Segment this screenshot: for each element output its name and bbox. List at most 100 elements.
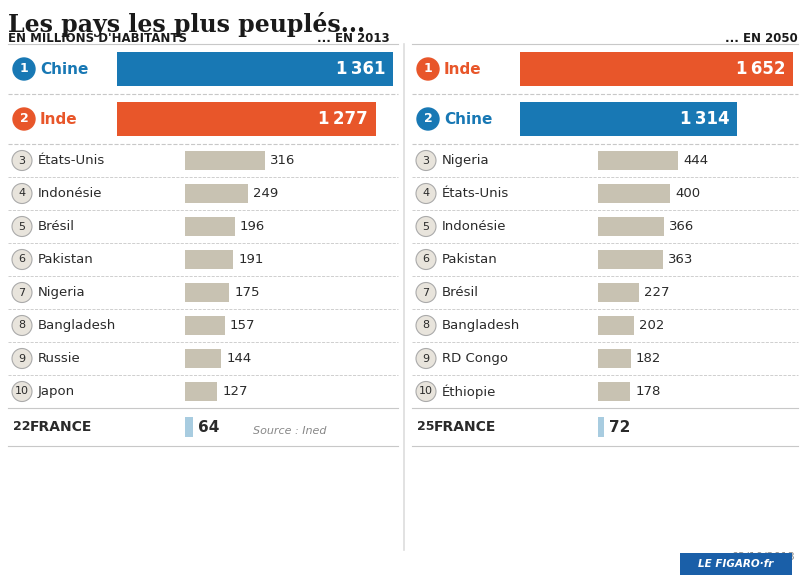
Bar	[118, 102, 376, 136]
Circle shape	[416, 249, 436, 270]
Text: 6: 6	[19, 255, 26, 264]
Text: Chine: Chine	[444, 111, 493, 126]
Text: 72: 72	[609, 419, 631, 434]
Text: RD Congo: RD Congo	[442, 352, 508, 365]
Text: 3: 3	[423, 155, 430, 165]
Bar	[598, 382, 630, 401]
Text: 191: 191	[238, 253, 264, 266]
Text: 64: 64	[198, 419, 220, 434]
Text: FRANCE: FRANCE	[434, 420, 497, 434]
Text: 444: 444	[683, 154, 708, 167]
Text: Brésil: Brésil	[442, 286, 479, 299]
Text: 4: 4	[19, 188, 26, 198]
Text: Indonésie: Indonésie	[38, 187, 102, 200]
Text: 7: 7	[19, 288, 26, 298]
Bar	[598, 416, 605, 437]
Bar	[520, 52, 793, 86]
Text: LE FIGARO·fr: LE FIGARO·fr	[698, 559, 774, 569]
Bar	[185, 216, 234, 237]
Circle shape	[416, 382, 436, 401]
Text: Les pays les plus peuplés...: Les pays les plus peuplés...	[8, 12, 365, 37]
Text: 316: 316	[270, 154, 295, 167]
Text: 182: 182	[636, 352, 661, 365]
Text: 25: 25	[417, 420, 435, 433]
Text: Inde: Inde	[40, 111, 77, 126]
Text: Brésil: Brésil	[38, 220, 75, 233]
Bar	[185, 151, 265, 171]
Text: 22: 22	[13, 420, 31, 433]
Text: 9: 9	[19, 353, 26, 364]
Text: 1: 1	[423, 63, 432, 75]
Circle shape	[12, 216, 32, 237]
Bar	[185, 416, 193, 437]
Text: 144: 144	[226, 352, 252, 365]
Text: 8: 8	[423, 321, 430, 331]
Text: 363: 363	[668, 253, 694, 266]
Text: 196: 196	[240, 220, 265, 233]
Text: 249: 249	[253, 187, 279, 200]
Bar	[118, 52, 393, 86]
Bar	[598, 151, 678, 171]
Text: Éthiopie: Éthiopie	[442, 384, 497, 399]
Circle shape	[12, 183, 32, 204]
Bar	[185, 349, 221, 368]
Text: 5: 5	[19, 222, 26, 231]
Text: 9: 9	[423, 353, 430, 364]
Text: Nigeria: Nigeria	[38, 286, 85, 299]
Bar	[185, 316, 225, 335]
Text: 227: 227	[644, 286, 670, 299]
Text: 10: 10	[419, 386, 433, 397]
Circle shape	[13, 58, 35, 80]
Text: États-Unis: États-Unis	[442, 187, 510, 200]
Text: 4: 4	[423, 188, 430, 198]
Text: 157: 157	[229, 319, 255, 332]
Circle shape	[416, 316, 436, 335]
Text: Pakistan: Pakistan	[442, 253, 497, 266]
Circle shape	[416, 282, 436, 303]
Text: 1 314: 1 314	[679, 110, 729, 128]
Text: Bangladesh: Bangladesh	[38, 319, 116, 332]
Bar	[520, 102, 737, 136]
Text: États-Unis: États-Unis	[38, 154, 105, 167]
Text: Source : Ined: Source : Ined	[254, 426, 327, 436]
Bar	[185, 282, 229, 302]
Circle shape	[416, 150, 436, 171]
Text: 1: 1	[19, 63, 28, 75]
Text: 2: 2	[19, 113, 28, 125]
Text: Inde: Inde	[444, 61, 481, 77]
Text: 127: 127	[222, 385, 248, 398]
Bar	[598, 316, 634, 335]
Text: Japon: Japon	[38, 385, 75, 398]
Circle shape	[416, 216, 436, 237]
Text: 8: 8	[19, 321, 26, 331]
Text: Indonésie: Indonésie	[442, 220, 506, 233]
Bar	[598, 216, 664, 237]
Text: 7: 7	[423, 288, 430, 298]
Text: Bangladesh: Bangladesh	[442, 319, 520, 332]
Bar	[185, 382, 217, 401]
Text: Chine: Chine	[40, 61, 89, 77]
Text: 6: 6	[423, 255, 430, 264]
Circle shape	[12, 316, 32, 335]
Text: 5: 5	[423, 222, 430, 231]
Bar	[598, 349, 631, 368]
Bar	[598, 282, 639, 302]
Text: 02/10/2013: 02/10/2013	[731, 552, 795, 562]
Circle shape	[12, 382, 32, 401]
Text: Russie: Russie	[38, 352, 80, 365]
Text: 2: 2	[423, 113, 432, 125]
Circle shape	[416, 349, 436, 368]
Text: 1 652: 1 652	[736, 60, 785, 78]
Text: ... EN 2013: ... EN 2013	[317, 32, 390, 45]
Text: 400: 400	[675, 187, 700, 200]
Text: Nigeria: Nigeria	[442, 154, 489, 167]
Circle shape	[12, 349, 32, 368]
Circle shape	[416, 183, 436, 204]
Text: 202: 202	[639, 319, 665, 332]
Text: FRANCE: FRANCE	[30, 420, 93, 434]
Circle shape	[417, 58, 439, 80]
Text: EN MILLIONS D'HABITANTS: EN MILLIONS D'HABITANTS	[8, 32, 187, 45]
Bar	[185, 249, 233, 269]
Text: 1 361: 1 361	[336, 60, 385, 78]
Text: 3: 3	[19, 155, 26, 165]
